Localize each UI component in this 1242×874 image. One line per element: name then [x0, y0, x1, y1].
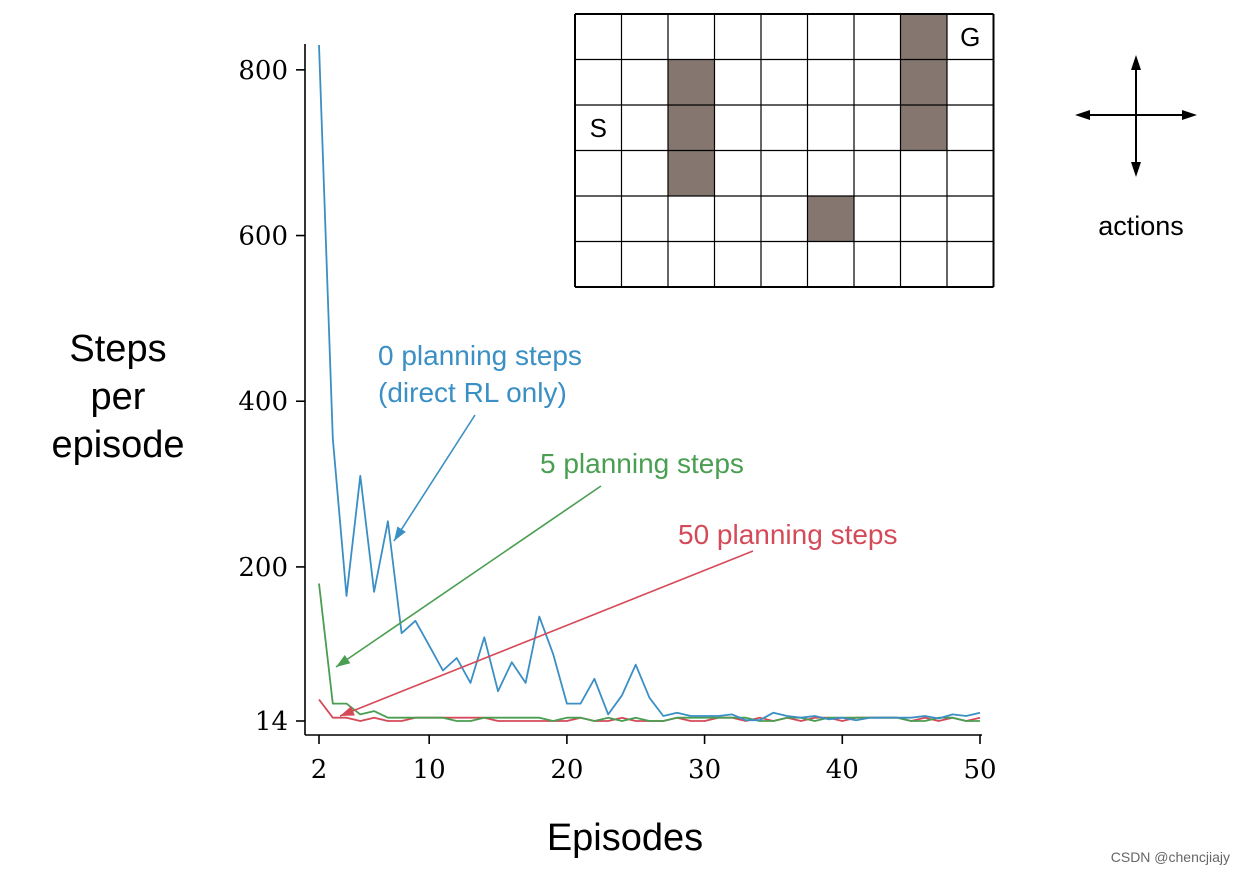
arrowhead-50-planning	[340, 706, 355, 716]
arrowhead-5-planning	[336, 654, 351, 667]
y-axis-label: Steps per episode	[51, 328, 184, 466]
annotation-0-planning: 0 planning steps (direct RL only)	[378, 340, 582, 542]
actions-arrows-icon	[1075, 55, 1197, 177]
x-tick-label-30: 30	[688, 755, 721, 785]
y-tick-label-14: 14	[255, 707, 288, 737]
y-axis-label-line-1: Steps	[69, 328, 166, 370]
series-label-0-planning-line2: (direct RL only)	[378, 377, 567, 408]
series-0-planning-line	[318, 44, 981, 722]
arrow-5-planning	[335, 485, 602, 668]
y-tick-label-800: 800	[238, 56, 288, 86]
maze-start-label: S	[590, 113, 607, 143]
x-tick-label-10: 10	[413, 755, 446, 785]
annotation-50-planning: 50 planning steps	[339, 519, 898, 717]
watermark: CSDN @chencjiajy	[1111, 849, 1230, 865]
maze-wall-cell	[900, 14, 947, 60]
arrow-0-planning	[393, 414, 476, 542]
x-tick-label-2: 2	[311, 755, 328, 785]
y-axis-label-line-3: episode	[51, 424, 184, 466]
y-tick-label-200: 200	[238, 553, 288, 583]
arrow-50-planning	[339, 550, 754, 717]
maze-wall-cell	[900, 59, 947, 105]
y-ticks: 14 200 400 600 800	[238, 56, 305, 737]
arrowhead-0-planning	[394, 526, 406, 541]
maze-wall-cell	[668, 105, 715, 151]
y-tick-label-600: 600	[238, 222, 288, 252]
y-axis-label-line-2: per	[91, 376, 146, 418]
maze-grid: SG	[574, 13, 995, 288]
maze-wall-cell	[900, 105, 947, 151]
series-label-5-planning: 5 planning steps	[540, 448, 744, 479]
maze-wall-cell	[807, 196, 854, 242]
series-label-0-planning: 0 planning steps	[378, 340, 582, 371]
x-tick-label-50: 50	[963, 755, 996, 785]
actions-label: actions	[1098, 211, 1184, 241]
series-5-planning-line	[318, 583, 980, 722]
series-lines	[318, 44, 981, 722]
series-label-50-planning: 50 planning steps	[678, 519, 898, 550]
x-tick-label-20: 20	[550, 755, 583, 785]
maze-goal-label: G	[960, 22, 980, 52]
annotation-5-planning: 5 planning steps	[335, 448, 744, 668]
maze-wall-cell	[668, 150, 715, 196]
x-axis-label: Episodes	[547, 817, 703, 859]
x-tick-label-40: 40	[826, 755, 859, 785]
x-ticks: 2 10 20 30 40 50	[311, 735, 997, 785]
y-tick-label-400: 400	[238, 387, 288, 417]
maze-wall-cell	[668, 59, 715, 105]
